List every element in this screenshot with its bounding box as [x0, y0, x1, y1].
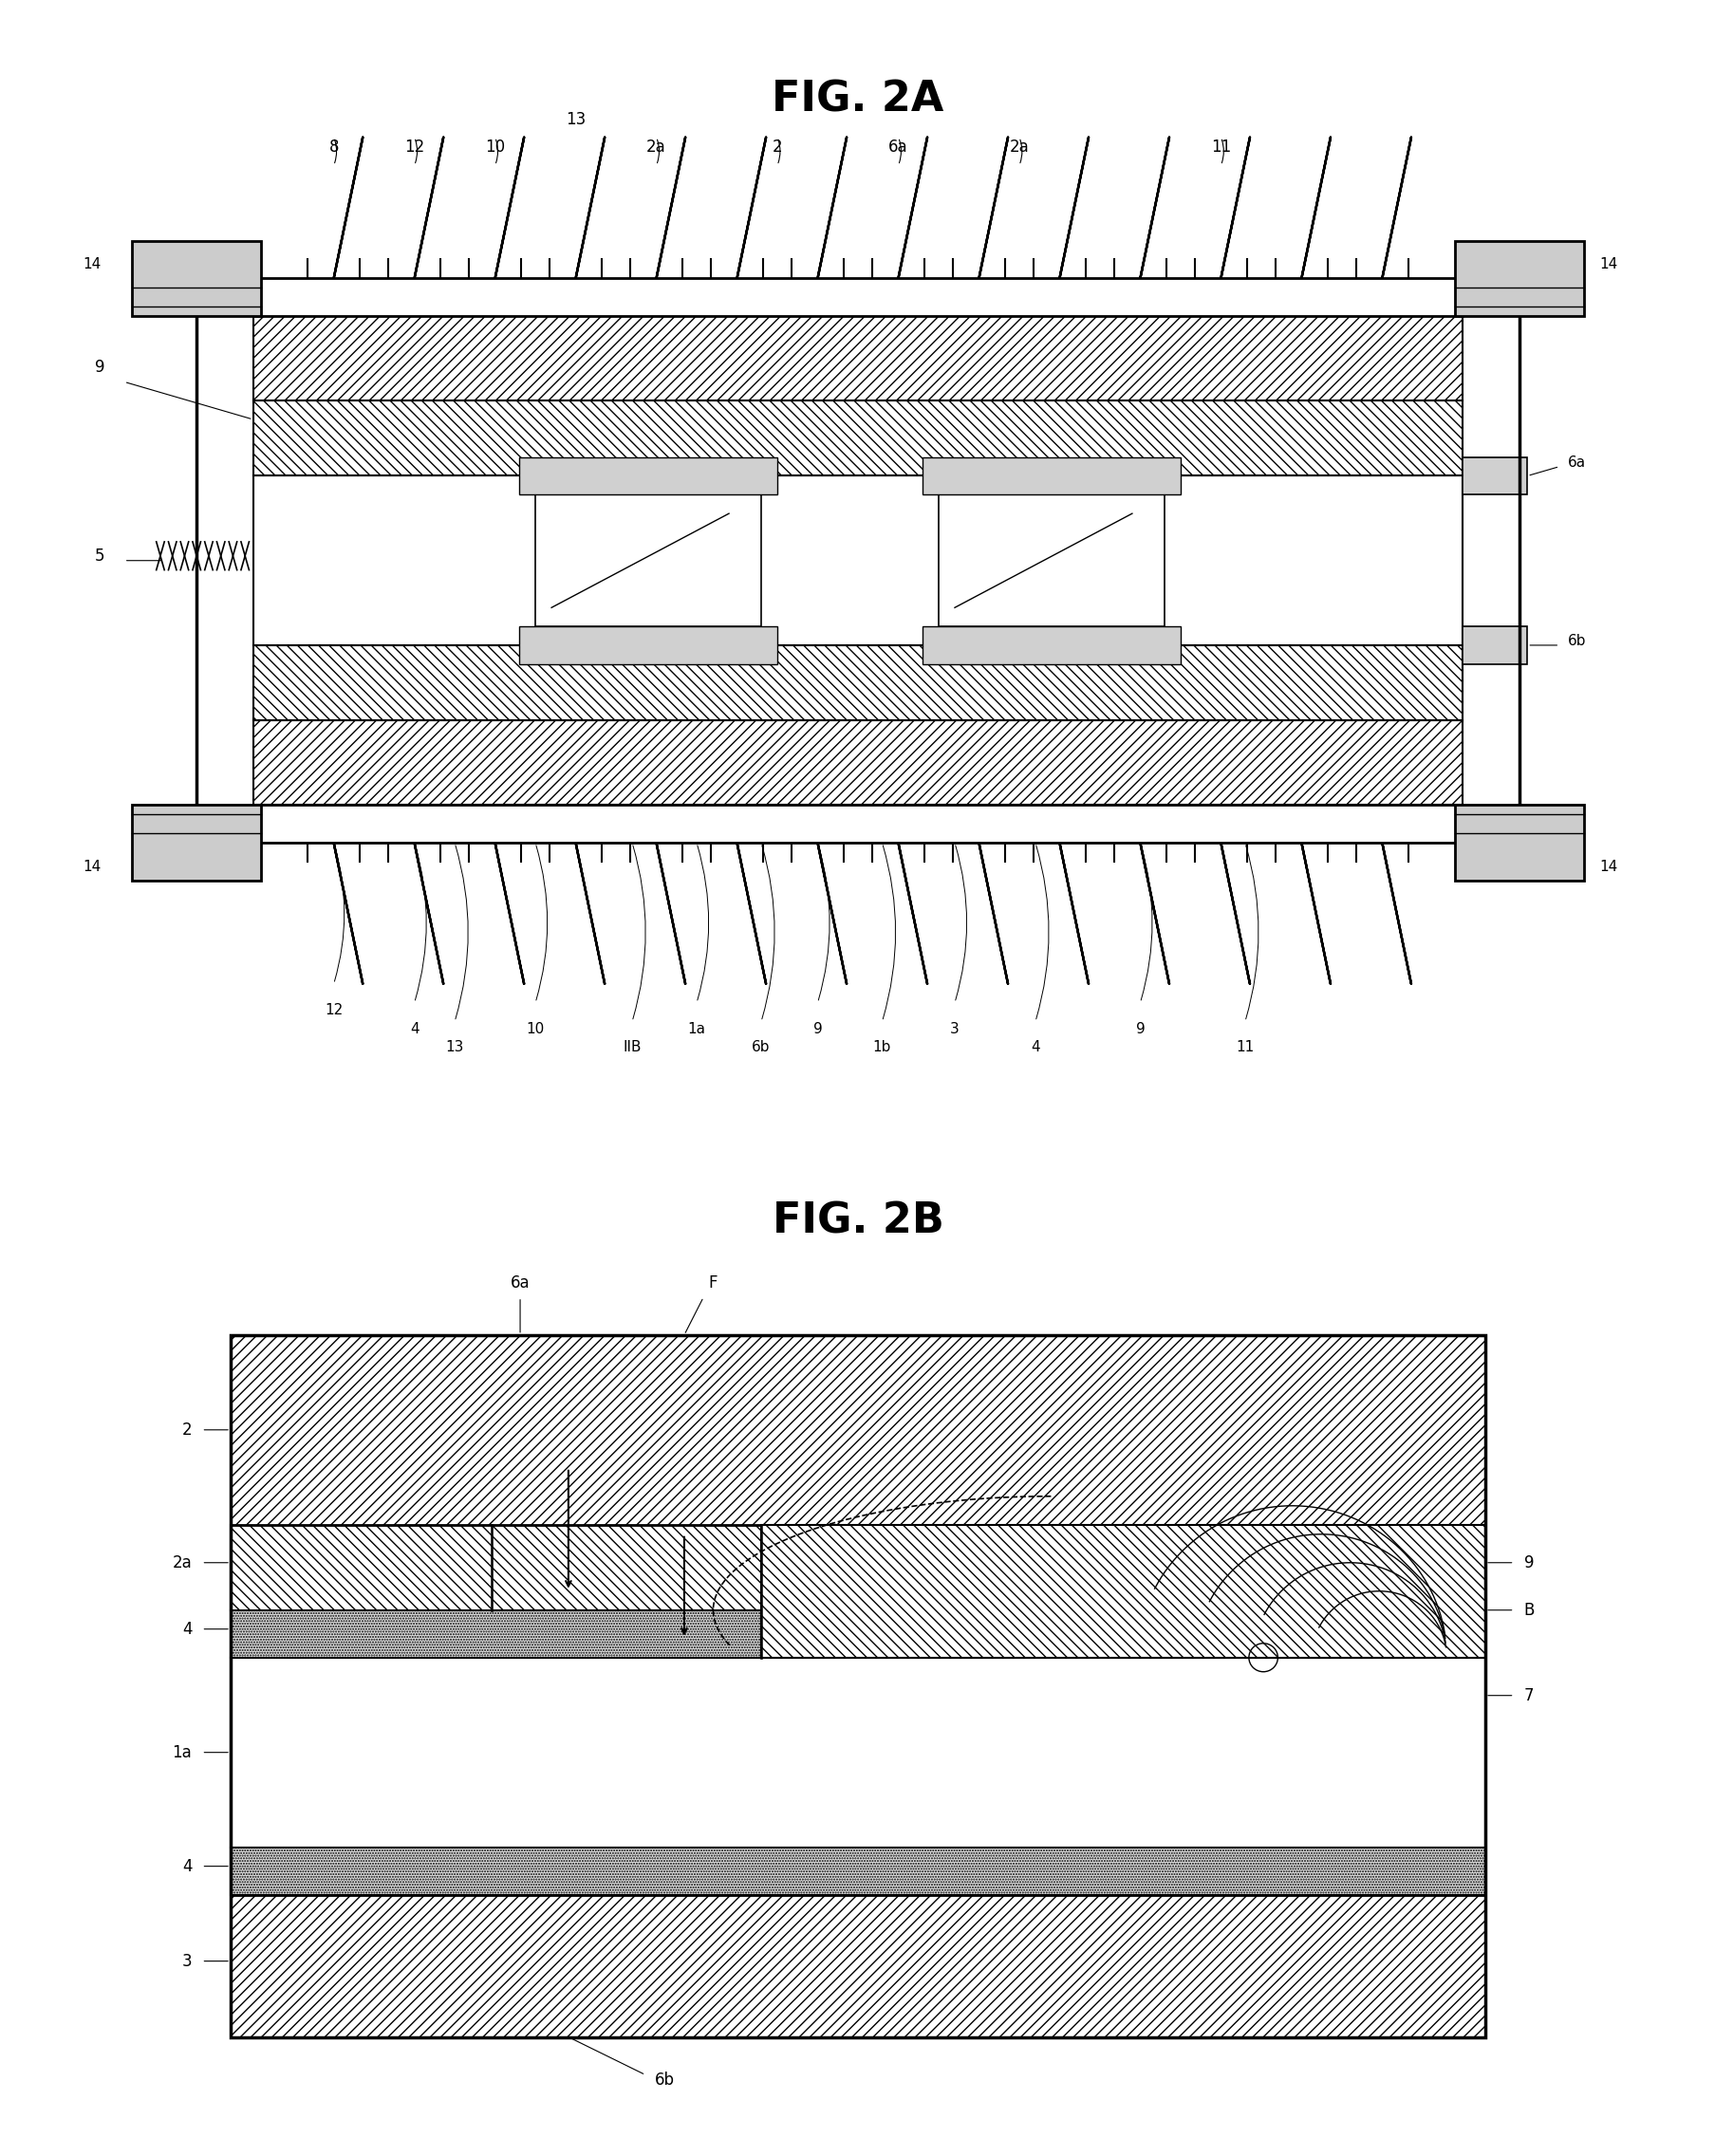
Text: F: F — [708, 1274, 717, 1291]
Text: 6a: 6a — [509, 1274, 530, 1291]
Bar — [230, 1335, 1485, 1524]
Text: 5: 5 — [94, 548, 105, 565]
Text: 9: 9 — [1523, 1554, 1533, 1572]
Text: 1b: 1b — [873, 1041, 890, 1054]
Bar — [230, 1895, 1485, 2037]
Text: 6b: 6b — [655, 2072, 674, 2089]
Text: 6a: 6a — [1568, 455, 1585, 470]
Text: 4: 4 — [1031, 1041, 1039, 1054]
Bar — [1454, 241, 1583, 317]
Bar — [923, 457, 1180, 494]
Bar — [254, 401, 1461, 476]
Bar — [254, 278, 1461, 317]
Bar — [230, 1658, 1485, 1848]
Text: 13: 13 — [446, 1041, 463, 1054]
Text: 10: 10 — [527, 1022, 544, 1035]
Text: 13: 13 — [566, 110, 585, 127]
Text: 4: 4 — [182, 1858, 192, 1876]
Text: 12: 12 — [324, 1003, 343, 1018]
Text: 1a: 1a — [688, 1022, 705, 1035]
Bar — [254, 317, 1461, 401]
Bar — [520, 627, 777, 664]
Text: IIB: IIB — [623, 1041, 641, 1054]
Text: 2a: 2a — [1008, 138, 1029, 155]
Text: 2a: 2a — [647, 138, 665, 155]
Text: 6a: 6a — [888, 138, 907, 155]
Text: 2: 2 — [182, 1421, 192, 1438]
Bar — [230, 1611, 761, 1658]
Text: 9: 9 — [1135, 1022, 1144, 1035]
Text: 2a: 2a — [172, 1554, 192, 1572]
Text: FIG. 2A: FIG. 2A — [772, 80, 943, 121]
Text: 9: 9 — [813, 1022, 821, 1035]
Text: 12: 12 — [405, 138, 424, 155]
Bar — [938, 494, 1164, 627]
Bar — [1461, 457, 1526, 494]
Bar — [535, 494, 761, 627]
Bar — [132, 804, 261, 880]
Text: 10: 10 — [485, 138, 504, 155]
Text: 8: 8 — [329, 138, 338, 155]
Text: 4: 4 — [182, 1621, 192, 1639]
Text: 7: 7 — [1523, 1686, 1533, 1703]
Text: 11: 11 — [1235, 1041, 1254, 1054]
Bar — [923, 627, 1180, 664]
Bar — [1454, 804, 1583, 880]
Text: B: B — [1523, 1602, 1533, 1619]
Text: 6b: 6b — [751, 1041, 770, 1054]
Text: 3: 3 — [182, 1953, 192, 1971]
Bar — [230, 1335, 1485, 2037]
Text: 6b: 6b — [1568, 634, 1585, 649]
Bar — [132, 241, 261, 317]
Text: 1a: 1a — [172, 1744, 192, 1761]
Bar — [254, 645, 1461, 720]
Text: 14: 14 — [82, 257, 101, 272]
Text: FIG. 2B: FIG. 2B — [772, 1201, 943, 1242]
Text: 14: 14 — [1598, 860, 1617, 873]
Bar — [254, 476, 1461, 645]
Text: 14: 14 — [1598, 257, 1617, 272]
Bar — [230, 1524, 1485, 1611]
Text: 4: 4 — [410, 1022, 418, 1035]
Bar — [761, 1524, 1485, 1658]
Text: 9: 9 — [94, 360, 105, 375]
Text: 11: 11 — [1211, 138, 1230, 155]
Bar — [1461, 627, 1526, 664]
Bar — [254, 804, 1461, 843]
Text: 3: 3 — [950, 1022, 959, 1035]
Text: 2: 2 — [772, 138, 782, 155]
Bar — [254, 720, 1461, 804]
Bar — [520, 457, 777, 494]
Bar — [230, 1848, 1485, 1895]
Text: 14: 14 — [82, 860, 101, 873]
